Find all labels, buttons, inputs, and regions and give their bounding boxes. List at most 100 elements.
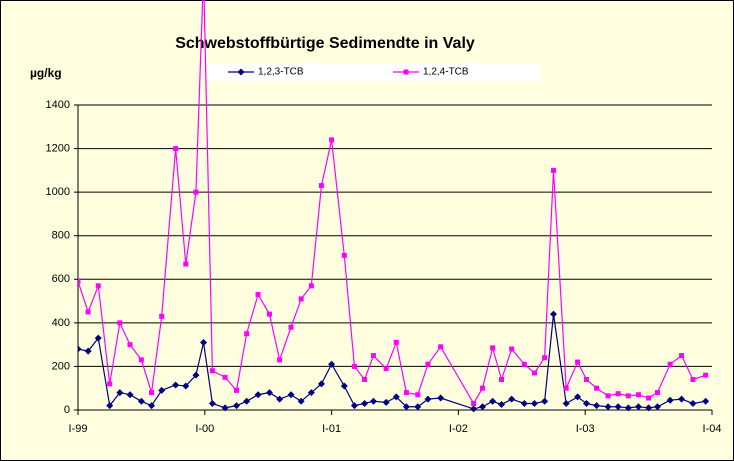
data-point (297, 397, 305, 405)
data-point (478, 403, 486, 411)
data-point (531, 370, 537, 376)
data-point (254, 391, 262, 399)
data-point (221, 404, 229, 412)
x-tick-label: I-03 (576, 423, 595, 435)
data-point (183, 261, 189, 267)
data-point (234, 387, 239, 393)
data-point (666, 396, 674, 404)
legend-label: 1,2,4-TCB (423, 67, 469, 78)
data-point (182, 382, 190, 390)
series-line (78, 314, 706, 410)
data-point (403, 390, 409, 396)
data-point (84, 347, 92, 355)
data-point (582, 399, 590, 407)
data-point (424, 395, 432, 403)
data-point (255, 292, 261, 298)
x-tick-label: I-04 (703, 423, 722, 435)
data-point (470, 405, 478, 412)
y-tick-label: 200 (52, 360, 70, 372)
data-point (243, 397, 251, 405)
plot-series (78, 0, 710, 412)
legend-marker (403, 69, 409, 75)
data-point (277, 357, 283, 363)
data-point (78, 345, 82, 353)
data-point (288, 324, 294, 330)
data-point (498, 401, 506, 409)
y-tick-label: 800 (52, 230, 70, 242)
y-tick-label: 400 (52, 317, 70, 329)
series-line (78, 0, 706, 405)
data-point (542, 355, 548, 361)
legend-marker (237, 68, 245, 76)
data-point (471, 400, 477, 406)
data-point (149, 390, 155, 396)
data-point (530, 399, 538, 407)
y-tick-label: 0 (64, 404, 70, 416)
y-tick-label: 1200 (46, 142, 70, 154)
data-point (625, 393, 631, 399)
data-point (192, 371, 200, 379)
data-point (209, 368, 215, 374)
data-point (265, 389, 273, 397)
data-point (438, 344, 444, 350)
data-point (200, 338, 208, 346)
data-point (702, 397, 710, 405)
chart-title: Schwebstoffbürtige Sedimendte in Valy (175, 35, 475, 52)
x-tick-label: I-99 (69, 423, 88, 435)
data-point (159, 313, 165, 319)
x-tick-label: I-01 (322, 423, 341, 435)
data-point (85, 309, 91, 315)
data-point (222, 374, 228, 380)
data-point (653, 403, 661, 411)
x-tick-label: I-02 (449, 423, 468, 435)
data-point (689, 399, 697, 407)
data-point (574, 393, 582, 401)
data-point (138, 357, 144, 363)
data-point (308, 283, 314, 289)
data-point (116, 389, 124, 397)
data-point (350, 402, 358, 410)
legend (208, 63, 540, 81)
data-point (402, 403, 410, 411)
data-point (690, 377, 696, 382)
data-point (208, 399, 216, 407)
data-point (593, 402, 601, 410)
data-point (106, 402, 114, 410)
data-point (393, 339, 399, 345)
data-point (479, 385, 485, 391)
data-point (508, 395, 516, 403)
data-point (233, 402, 240, 410)
data-point (392, 393, 400, 401)
data-point (127, 342, 133, 348)
legend-label: 1,2,3-TCB (258, 67, 304, 78)
data-point (521, 361, 527, 367)
data-point (317, 380, 325, 388)
data-point (362, 377, 368, 382)
data-point (624, 404, 632, 412)
data-point (287, 391, 295, 399)
data-point (137, 397, 145, 405)
data-point (266, 311, 272, 317)
data-point (575, 359, 581, 365)
data-point (126, 391, 134, 399)
data-point (425, 361, 431, 367)
data-point (172, 381, 180, 389)
x-tick-label: I-00 (195, 423, 214, 435)
data-point (276, 395, 284, 403)
data-point (148, 402, 156, 410)
data-point (437, 394, 445, 402)
data-point (490, 345, 496, 351)
y-tick-label: 1400 (46, 99, 70, 111)
data-point (550, 310, 557, 318)
data-point (351, 363, 357, 369)
data-point (369, 397, 377, 405)
data-point (499, 377, 505, 382)
data-point (615, 391, 621, 397)
data-point (78, 278, 81, 284)
data-point (678, 395, 686, 403)
data-point (594, 385, 600, 391)
y-tick-label: 1000 (46, 186, 70, 198)
data-point (414, 403, 422, 411)
data-point (667, 361, 673, 367)
